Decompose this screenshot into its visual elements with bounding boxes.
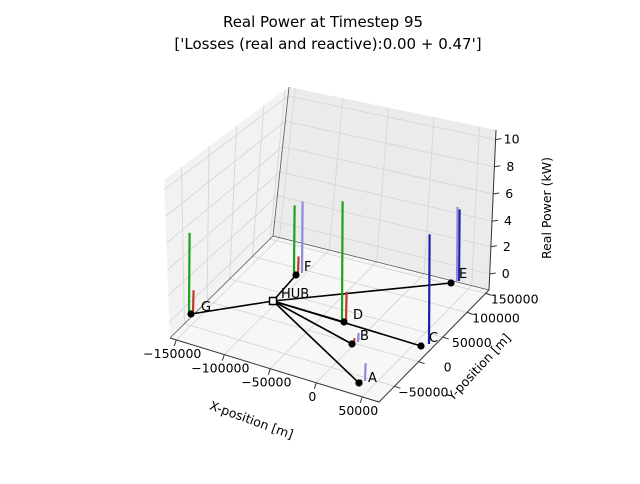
node-hub bbox=[268, 296, 278, 306]
tick-labels: −150000−100000−50000050000−5000005000010… bbox=[143, 132, 538, 418]
y-tick-2 bbox=[442, 336, 449, 340]
z-tick-label-1: 2 bbox=[503, 239, 511, 254]
node-label-c: C bbox=[429, 331, 438, 346]
node-label-a: A bbox=[368, 371, 377, 386]
node-a bbox=[355, 379, 363, 387]
z-tick-2 bbox=[491, 219, 499, 222]
edge-hub-b bbox=[272, 300, 353, 345]
x-axis-label: X-position [m] bbox=[208, 398, 296, 442]
y-tick-label-0: −50000 bbox=[398, 384, 448, 399]
z-axis-label: Real Power (kW) bbox=[539, 157, 554, 259]
bar-g-red bbox=[191, 290, 195, 313]
bar-f-lavender bbox=[300, 201, 304, 274]
bar-d-green bbox=[340, 201, 344, 321]
x-tick-3 bbox=[313, 382, 317, 389]
bar-b-lavender bbox=[356, 332, 360, 343]
z-tick-label-3: 6 bbox=[505, 186, 513, 201]
edge-hub-a bbox=[272, 300, 360, 384]
left-back-pane bbox=[164, 87, 289, 338]
z-tick-label-2: 4 bbox=[504, 213, 512, 228]
axis-panes bbox=[164, 87, 496, 402]
edge-hub-d bbox=[272, 300, 345, 323]
node-e bbox=[447, 279, 455, 287]
edge-hub-g bbox=[190, 300, 274, 315]
y-tick-label-3: 100000 bbox=[472, 310, 520, 325]
x-tick-4 bbox=[359, 396, 363, 404]
power-bars bbox=[187, 201, 461, 382]
x-tick-label-3: 0 bbox=[308, 389, 316, 404]
x-tick-1 bbox=[221, 354, 225, 361]
floor-front-edges bbox=[169, 289, 490, 403]
node-d bbox=[340, 318, 348, 326]
bar-e-lavender bbox=[455, 206, 459, 282]
bar-f-green bbox=[292, 205, 296, 274]
node-label-b: B bbox=[360, 329, 369, 344]
y-tick-label-4: 150000 bbox=[491, 291, 539, 306]
node-c bbox=[417, 342, 425, 350]
x-tick-label-4: 50000 bbox=[338, 403, 378, 418]
node-label-hub: HUB bbox=[281, 287, 309, 302]
z-axis-line bbox=[488, 129, 497, 291]
z-tick-5 bbox=[495, 138, 502, 141]
node-b bbox=[348, 340, 356, 348]
node-label-e: E bbox=[459, 267, 467, 282]
network-nodes: HUB A B C D E F G bbox=[187, 260, 467, 387]
chart-subtitle: ['Losses (real and reactive):0.00 + 0.47… bbox=[174, 35, 481, 53]
z-tick-label-4: 8 bbox=[506, 159, 514, 174]
tick-marks bbox=[173, 138, 502, 404]
bar-c-blue bbox=[427, 234, 431, 345]
bar-a-lavender bbox=[363, 363, 367, 382]
edge-hub-f bbox=[272, 274, 297, 302]
bar-e-blue bbox=[457, 209, 461, 282]
bar-d-red bbox=[344, 291, 348, 321]
x-tick-0 bbox=[173, 339, 177, 347]
x-tick-2 bbox=[267, 368, 271, 375]
z-tick-4 bbox=[494, 165, 501, 168]
y-tick-4 bbox=[485, 292, 492, 296]
chart-title: Real Power at Timestep 95 bbox=[223, 13, 423, 31]
right-back-pane bbox=[273, 87, 496, 290]
z-tick-3 bbox=[493, 192, 500, 195]
y-tick-0 bbox=[394, 385, 401, 389]
y-tick-label-2: 50000 bbox=[452, 335, 492, 350]
bar-f-red bbox=[296, 256, 300, 274]
node-f bbox=[292, 271, 300, 279]
x-tick-label-2: −50000 bbox=[241, 375, 291, 390]
x-tick-label-1: −100000 bbox=[191, 361, 249, 376]
node-label-g: G bbox=[201, 300, 211, 315]
z-tick-label-0: 0 bbox=[502, 266, 510, 281]
z-tick-1 bbox=[490, 245, 497, 248]
edge-hub-e bbox=[272, 282, 452, 302]
bar-g-green bbox=[187, 232, 191, 313]
node-g bbox=[187, 310, 195, 318]
y-tick-3 bbox=[466, 311, 474, 315]
node-label-d: D bbox=[353, 308, 363, 323]
axis-lines bbox=[169, 86, 497, 403]
z-tick-label-5: 10 bbox=[504, 132, 520, 147]
node-label-f: F bbox=[304, 260, 311, 275]
y-tick-label-1: 0 bbox=[444, 360, 452, 375]
z-tick-0 bbox=[489, 272, 496, 275]
x-tick-label-0: −150000 bbox=[143, 346, 201, 361]
y-tick-1 bbox=[418, 361, 425, 365]
